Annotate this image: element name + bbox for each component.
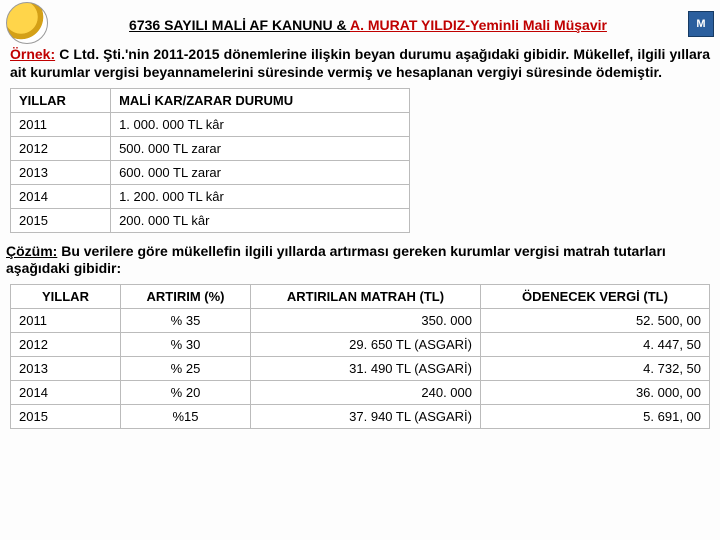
example-text: C Ltd. Şti.'nin 2011-2015 dönemlerine il… <box>10 46 710 80</box>
table-row: 2015%1537. 940 TL (ASGARİ)5. 691, 00 <box>11 404 710 428</box>
cell-pct: % 25 <box>121 356 251 380</box>
cell-tax: 4. 447, 50 <box>481 332 710 356</box>
cell-pct: %15 <box>121 404 251 428</box>
cell-year: 2014 <box>11 184 111 208</box>
solution-label: Çözüm: <box>6 243 57 259</box>
title-part1: 6736 SAYILI MALİ AF KANUNU & <box>129 17 350 33</box>
col-increase-pct: ARTIRIM (%) <box>121 284 251 308</box>
cell-tax: 4. 732, 50 <box>481 356 710 380</box>
cell-year: 2012 <box>11 332 121 356</box>
col-tax-due: ÖDENECEK VERGİ (TL) <box>481 284 710 308</box>
table-row: 20141. 200. 000 TL kâr <box>11 184 410 208</box>
cell-value: 1. 200. 000 TL kâr <box>111 184 410 208</box>
cell-year: 2015 <box>11 404 121 428</box>
cell-pct: % 30 <box>121 332 251 356</box>
cell-tax: 5. 691, 00 <box>481 404 710 428</box>
table-row: 2013 600. 000 TL zarar <box>11 160 410 184</box>
cell-year: 2013 <box>11 356 121 380</box>
cell-tax: 36. 000, 00 <box>481 380 710 404</box>
col-years: YILLAR <box>11 284 121 308</box>
table-row: 2014% 20240. 00036. 000, 00 <box>11 380 710 404</box>
table-row: 2012% 3029. 650 TL (ASGARİ)4. 447, 50 <box>11 332 710 356</box>
table-row: 2012 500. 000 TL zarar <box>11 136 410 160</box>
cell-value: 1. 000. 000 TL kâr <box>111 112 410 136</box>
cell-base: 240. 000 <box>251 380 481 404</box>
cell-value: 200. 000 TL kâr <box>111 208 410 232</box>
cell-base: 37. 940 TL (ASGARİ) <box>251 404 481 428</box>
example-label: Örnek: <box>10 46 55 62</box>
col-years: YILLAR <box>11 88 111 112</box>
cell-pct: % 20 <box>121 380 251 404</box>
cell-tax: 52. 500, 00 <box>481 308 710 332</box>
cell-year: 2014 <box>11 380 121 404</box>
cell-year: 2011 <box>11 308 121 332</box>
cell-base: 31. 490 TL (ASGARİ) <box>251 356 481 380</box>
table-head-row: YILLAR ARTIRIM (%) ARTIRILAN MATRAH (TL)… <box>11 284 710 308</box>
profit-loss-table: YILLAR MALİ KAR/ZARAR DURUMU 20111. 000.… <box>10 88 410 233</box>
cell-base: 29. 650 TL (ASGARİ) <box>251 332 481 356</box>
cell-year: 2011 <box>11 112 111 136</box>
cell-year: 2015 <box>11 208 111 232</box>
page-title: 6736 SAYILI MALİ AF KANUNU & A. MURAT YI… <box>54 13 682 33</box>
accountant-logo-icon <box>6 2 48 44</box>
solution-text: Bu verilere göre mükellefin ilgili yılla… <box>6 243 666 277</box>
cell-pct: % 35 <box>121 308 251 332</box>
cell-base: 350. 000 <box>251 308 481 332</box>
solution-intro: Çözüm: Bu verilere göre mükellefin ilgil… <box>0 239 720 282</box>
table-head-row: YILLAR MALİ KAR/ZARAR DURUMU <box>11 88 410 112</box>
cell-year: 2013 <box>11 160 111 184</box>
table-row: 2011% 35350. 00052. 500, 00 <box>11 308 710 332</box>
table-row: 20111. 000. 000 TL kâr <box>11 112 410 136</box>
cell-value: 500. 000 TL zarar <box>111 136 410 160</box>
col-increased-base: ARTIRILAN MATRAH (TL) <box>251 284 481 308</box>
table-row: 2015 200. 000 TL kâr <box>11 208 410 232</box>
col-profitloss: MALİ KAR/ZARAR DURUMU <box>111 88 410 112</box>
title-part2: A. MURAT YILDIZ-Yeminli Mali Müşavir <box>350 17 607 33</box>
cell-value: 600. 000 TL zarar <box>111 160 410 184</box>
increase-table: YILLAR ARTIRIM (%) ARTIRILAN MATRAH (TL)… <box>10 284 710 429</box>
page-badge: M <box>688 11 714 37</box>
header-row: 6736 SAYILI MALİ AF KANUNU & A. MURAT YI… <box>0 0 720 44</box>
cell-year: 2012 <box>11 136 111 160</box>
table-row: 2013% 2531. 490 TL (ASGARİ)4. 732, 50 <box>11 356 710 380</box>
example-intro: Örnek: C Ltd. Şti.'nin 2011-2015 dönemle… <box>0 44 720 86</box>
